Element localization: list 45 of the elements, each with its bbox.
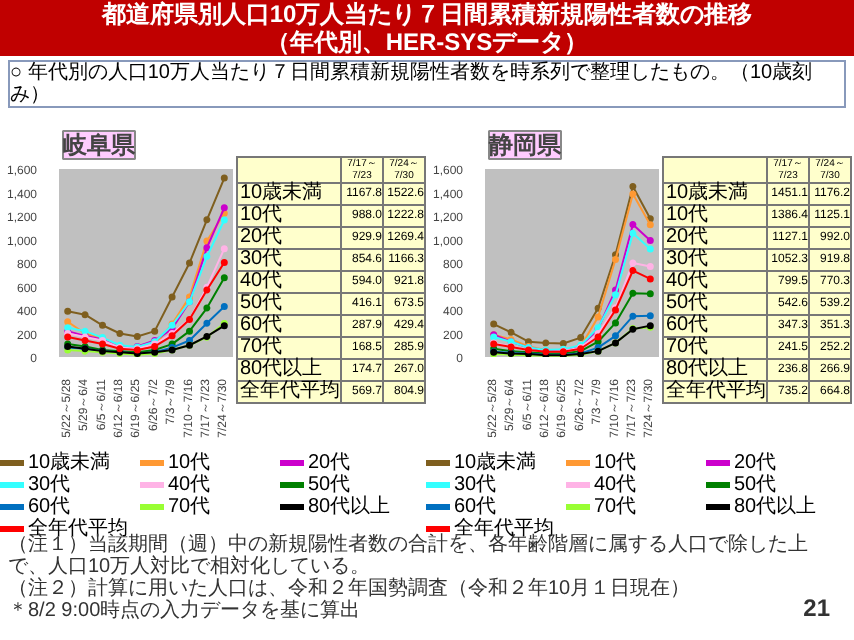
text: 都道府県別人口10万人当たり７日間累積新規陽性者数の推移 bbox=[101, 0, 753, 28]
text: 全年代平均 bbox=[240, 380, 340, 402]
legend-label: 10歳未満 bbox=[26, 452, 113, 474]
text: 30代 bbox=[240, 248, 283, 270]
series-label: 30代 bbox=[663, 248, 767, 271]
text: 30代 bbox=[454, 474, 497, 496]
legend-label: 20代 bbox=[306, 452, 353, 474]
text: 10代 bbox=[666, 204, 709, 226]
legend-label: 20代 bbox=[732, 452, 779, 474]
text: 80代以上 bbox=[666, 358, 749, 380]
text: 全年代平均 bbox=[666, 380, 766, 402]
text: 60代 bbox=[240, 314, 283, 336]
text: 80代以上 bbox=[240, 358, 323, 380]
legend-label: 10代 bbox=[592, 452, 639, 474]
legend-label: 50代 bbox=[732, 474, 777, 496]
series-label: 60代 bbox=[663, 314, 767, 337]
text: 10代 bbox=[240, 204, 283, 226]
legend-label: 60代 bbox=[26, 496, 73, 518]
legend-label: 80代以上 bbox=[306, 496, 393, 518]
text: 10歳未満 bbox=[240, 182, 323, 204]
text: 40代 bbox=[666, 270, 709, 292]
text: 60代 bbox=[454, 496, 497, 518]
text: 21 bbox=[803, 594, 830, 622]
text: 40代 bbox=[240, 270, 283, 292]
legend-label: 70代 bbox=[166, 496, 213, 518]
text: （年代別、HER-SYSデータ） bbox=[265, 28, 589, 56]
text: 70代 bbox=[666, 336, 709, 358]
text: 10歳未満 bbox=[454, 452, 537, 474]
legend-label: 50代 bbox=[306, 474, 351, 496]
text: 50代 bbox=[240, 292, 283, 314]
text: 20代 bbox=[666, 226, 709, 248]
legend-label: 40代 bbox=[166, 474, 213, 496]
text: 70代 bbox=[240, 336, 283, 358]
legend-label: 70代 bbox=[592, 496, 639, 518]
text: （注２）計算に用いた人口は、令和２年国勢調査（令和２年10月１日現在） bbox=[8, 578, 691, 600]
text: ＊8/2 9:00時点の入力データを基に算出 bbox=[8, 600, 361, 622]
legend-label: 40代 bbox=[592, 474, 639, 496]
text: ○ 年代別の人口10万人当たり７日間累積新規陽性者数を時系列で整理したもの。（10歳刻み） bbox=[8, 60, 846, 108]
text: 50代 bbox=[666, 292, 709, 314]
legend-label: 30代 bbox=[26, 474, 73, 496]
legend-label: 10代 bbox=[166, 452, 213, 474]
series-label: 10歳未満 bbox=[663, 182, 767, 205]
legend-label: 80代以上 bbox=[732, 496, 819, 518]
text: 20代 bbox=[240, 226, 283, 248]
text: （注１）当該期間（週）中の新規陽性者数の合計を、各年齢階層に属する人口で除した上で、人口10万人対比で相対化している。 bbox=[8, 534, 810, 578]
